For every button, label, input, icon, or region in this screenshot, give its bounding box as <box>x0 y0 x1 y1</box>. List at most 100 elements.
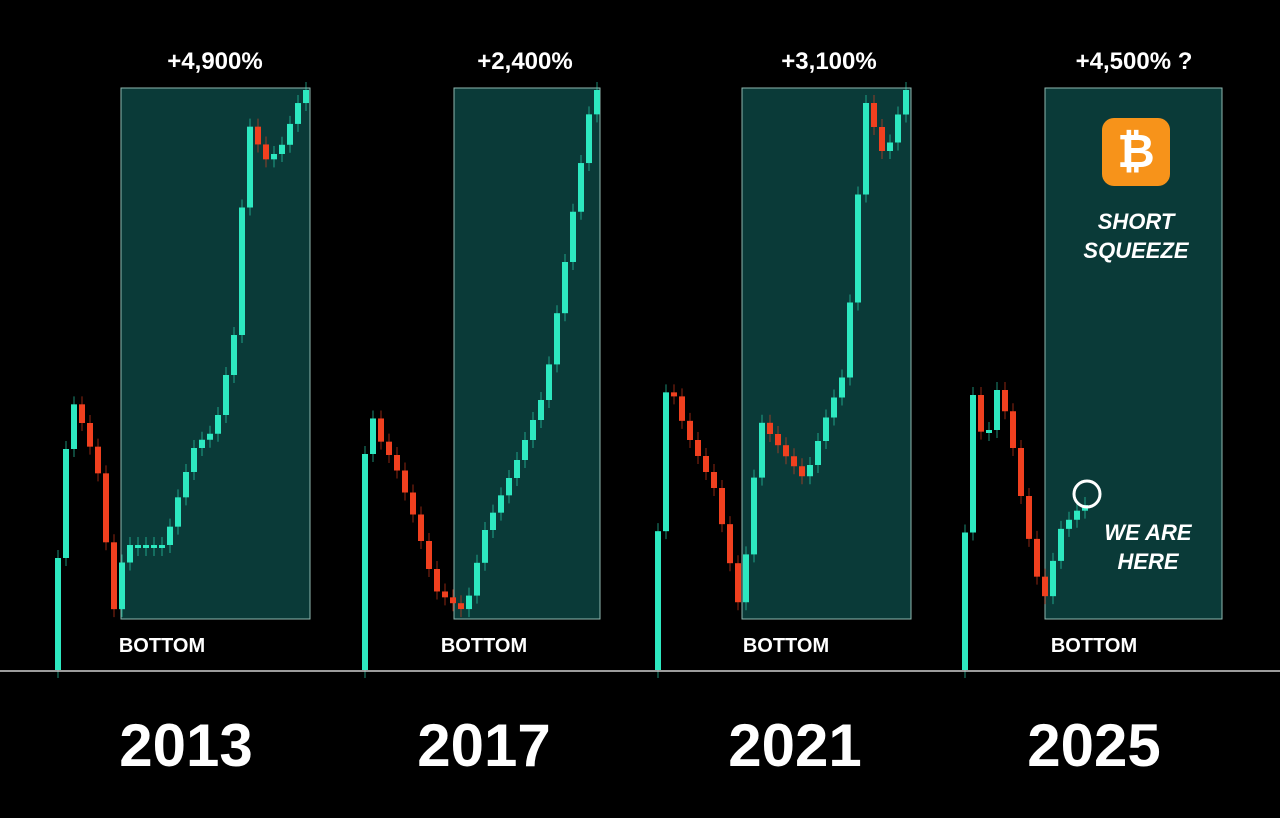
candle <box>263 144 269 160</box>
marker-label: WE ARE <box>1104 520 1193 545</box>
candle <box>711 472 717 488</box>
candle <box>410 492 416 515</box>
candle <box>143 545 149 548</box>
candle <box>962 532 968 670</box>
candle <box>823 417 829 441</box>
candle <box>1066 519 1072 529</box>
candle <box>863 103 869 195</box>
candle <box>442 591 448 598</box>
candle <box>223 375 229 415</box>
bottom-label: BOTTOM <box>119 635 205 657</box>
candle <box>570 211 576 262</box>
candle <box>855 194 861 303</box>
marker-circle <box>1072 479 1102 509</box>
candle <box>63 449 69 558</box>
candle <box>775 434 781 446</box>
candle <box>87 423 93 447</box>
candle <box>791 456 797 467</box>
candle <box>1018 448 1024 496</box>
candle <box>103 473 109 543</box>
candle <box>887 142 893 151</box>
candle <box>703 456 709 472</box>
candle <box>839 377 845 398</box>
bitcoin-logo <box>1102 118 1170 186</box>
candle <box>135 545 141 548</box>
candle <box>847 302 853 378</box>
candle <box>402 470 408 493</box>
candle <box>767 422 773 434</box>
bottom-label: BOTTOM <box>1051 635 1137 657</box>
candle <box>783 445 789 457</box>
candle <box>159 545 165 548</box>
candle <box>799 466 805 477</box>
boxes <box>120 87 1223 620</box>
candle <box>1058 528 1064 561</box>
candle <box>111 542 117 610</box>
candle <box>1034 538 1040 577</box>
candle <box>498 495 504 513</box>
candle <box>418 514 424 541</box>
candle <box>199 439 205 448</box>
candle <box>522 440 528 460</box>
candle <box>671 392 677 397</box>
candles <box>55 82 1088 678</box>
candle <box>679 396 685 421</box>
gain-label: +3,100% <box>781 48 876 75</box>
bottom-label: BOTTOM <box>743 635 829 657</box>
candle <box>719 488 725 525</box>
candle <box>514 460 520 478</box>
candle <box>727 524 733 564</box>
bottom-label: BOTTOM <box>441 635 527 657</box>
callout-title: SQUEEZE <box>1083 238 1189 263</box>
year-label: 2025 <box>1027 712 1160 779</box>
candle <box>871 103 877 127</box>
candle <box>458 603 464 610</box>
candle <box>231 335 237 375</box>
year-label: 2013 <box>119 712 252 779</box>
candle <box>287 123 293 145</box>
candle <box>426 541 432 569</box>
candle <box>1010 411 1016 448</box>
candle <box>506 478 512 496</box>
candle <box>71 404 77 449</box>
candle <box>151 545 157 548</box>
candle <box>474 562 480 596</box>
candle <box>751 477 757 555</box>
candle <box>879 127 885 151</box>
candle <box>538 400 544 420</box>
candle <box>970 395 976 533</box>
candle <box>378 418 384 442</box>
candle <box>247 126 253 208</box>
year-label: 2017 <box>417 712 550 779</box>
candle <box>191 448 197 472</box>
candle <box>303 90 309 104</box>
candle <box>562 262 568 314</box>
candle <box>490 512 496 530</box>
candle <box>167 526 173 545</box>
highlight-box <box>453 87 601 620</box>
candle <box>1042 576 1048 597</box>
candle <box>807 465 813 477</box>
candle <box>255 126 261 145</box>
candle <box>386 441 392 455</box>
marker-label: HERE <box>1117 549 1179 574</box>
candle <box>119 562 125 610</box>
candle <box>1026 496 1032 539</box>
candle <box>735 563 741 603</box>
candle <box>978 395 984 432</box>
candle <box>183 472 189 498</box>
candle <box>663 392 669 532</box>
candle <box>655 531 661 670</box>
candle <box>759 422 765 478</box>
candle <box>994 390 1000 430</box>
gain-label: +2,400% <box>477 48 572 75</box>
candle <box>450 597 456 604</box>
candle <box>895 114 901 143</box>
bitcoin-icon: ₿ <box>1117 125 1155 177</box>
candle <box>594 90 600 115</box>
candle <box>394 455 400 471</box>
gain-label: +4,900% <box>167 48 262 75</box>
candle <box>986 430 992 433</box>
candle <box>295 103 301 124</box>
